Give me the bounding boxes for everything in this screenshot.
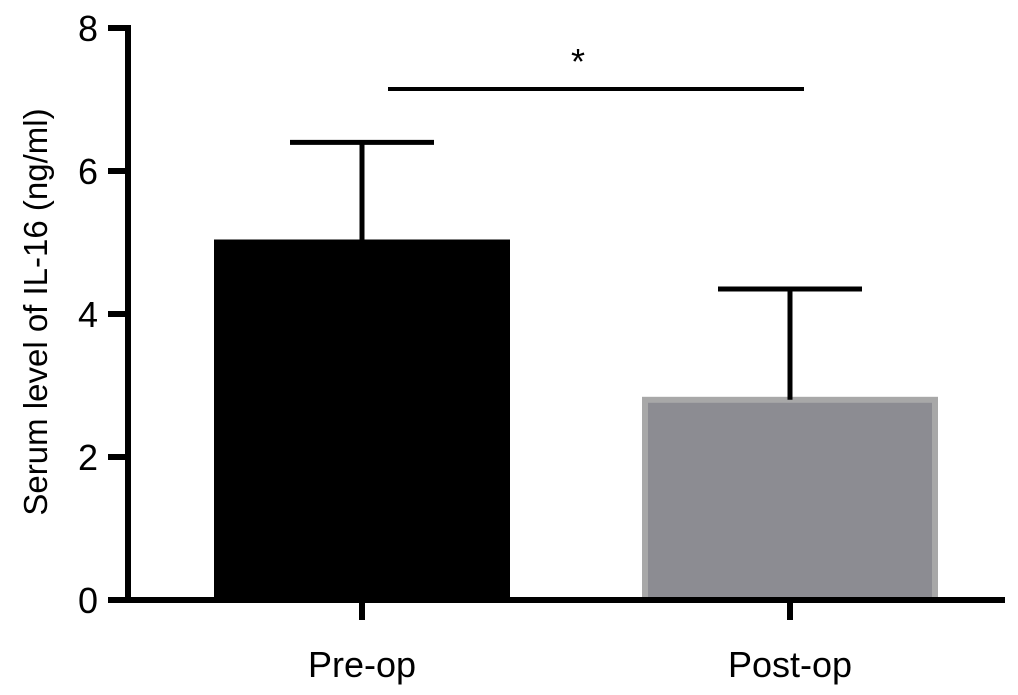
bar-post-op [642,396,938,603]
y-axis-title: Serum level of IL-16 (ng/ml) [17,108,54,515]
y-tick-label-6: 6 [78,151,98,192]
y-tick-label-2: 2 [78,437,98,478]
y-tick-label-4: 4 [78,294,98,335]
x-tick-label-pre-op: Pre-op [308,644,416,685]
significance-label: * [571,41,585,82]
bar-pre-op [214,239,510,603]
y-tick-label-8: 8 [78,8,98,49]
y-tick-label-0: 0 [78,580,98,621]
x-tick-label-post-op: Post-op [728,644,852,685]
